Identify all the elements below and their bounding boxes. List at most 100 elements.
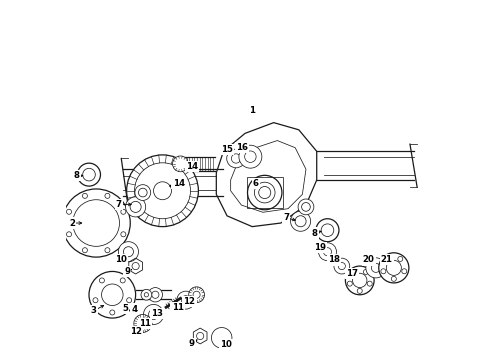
Text: 12: 12 [130, 327, 142, 336]
Circle shape [338, 262, 345, 270]
Text: 4: 4 [131, 305, 138, 314]
Circle shape [148, 288, 163, 302]
Text: 10: 10 [115, 255, 126, 264]
Text: 11: 11 [139, 319, 151, 328]
Circle shape [402, 269, 407, 274]
Circle shape [130, 201, 141, 212]
Circle shape [121, 232, 126, 237]
Circle shape [152, 291, 159, 298]
Circle shape [351, 269, 356, 274]
Circle shape [366, 258, 386, 278]
Circle shape [119, 242, 139, 262]
Circle shape [105, 193, 110, 198]
Circle shape [385, 256, 390, 261]
Text: 3: 3 [91, 306, 97, 315]
Circle shape [101, 284, 123, 306]
Circle shape [83, 168, 96, 181]
Circle shape [298, 199, 314, 215]
Circle shape [105, 248, 110, 253]
Circle shape [77, 163, 100, 186]
Circle shape [318, 243, 337, 261]
Text: 9: 9 [189, 339, 195, 348]
Circle shape [334, 258, 350, 274]
Circle shape [67, 209, 72, 214]
Circle shape [379, 253, 409, 283]
Circle shape [177, 291, 195, 309]
Circle shape [82, 193, 87, 198]
Text: 14: 14 [186, 162, 198, 171]
Circle shape [231, 154, 241, 163]
Circle shape [121, 209, 126, 214]
Circle shape [323, 248, 332, 256]
Circle shape [364, 269, 368, 274]
Circle shape [148, 310, 159, 319]
Circle shape [254, 182, 275, 203]
Text: 18: 18 [328, 256, 340, 265]
Text: 2: 2 [69, 219, 75, 228]
Circle shape [347, 281, 352, 286]
Text: 14: 14 [172, 179, 185, 188]
Text: 6: 6 [253, 179, 259, 188]
Circle shape [67, 232, 72, 237]
Circle shape [247, 175, 282, 210]
Circle shape [82, 248, 87, 253]
Circle shape [135, 185, 151, 201]
Circle shape [144, 293, 148, 297]
Circle shape [153, 182, 172, 200]
Text: 5: 5 [122, 304, 128, 313]
Circle shape [316, 219, 339, 242]
Circle shape [120, 278, 125, 283]
Circle shape [123, 247, 133, 257]
Circle shape [89, 271, 136, 318]
Circle shape [93, 298, 98, 303]
Circle shape [216, 332, 227, 343]
Circle shape [135, 163, 191, 219]
Circle shape [73, 200, 120, 246]
Text: 21: 21 [381, 255, 392, 264]
Circle shape [99, 278, 104, 283]
Circle shape [132, 262, 139, 270]
Circle shape [357, 288, 362, 293]
Circle shape [125, 197, 146, 217]
Circle shape [371, 264, 380, 273]
Circle shape [189, 287, 204, 303]
Circle shape [212, 328, 231, 347]
Text: 17: 17 [346, 269, 358, 278]
Text: 8: 8 [74, 171, 79, 180]
Text: 7: 7 [283, 213, 289, 222]
Circle shape [196, 332, 204, 339]
Text: 15: 15 [221, 145, 233, 154]
Circle shape [126, 155, 198, 226]
Circle shape [141, 289, 152, 300]
Circle shape [367, 281, 372, 286]
Circle shape [139, 188, 147, 197]
Circle shape [345, 266, 374, 295]
Circle shape [295, 216, 306, 227]
Text: 19: 19 [314, 243, 325, 252]
Text: 8: 8 [312, 229, 318, 238]
Circle shape [62, 189, 130, 257]
Circle shape [227, 149, 245, 168]
Text: 9: 9 [124, 267, 130, 276]
Text: 20: 20 [363, 256, 375, 265]
Circle shape [398, 256, 403, 261]
Text: 7: 7 [116, 200, 122, 209]
Circle shape [172, 156, 188, 172]
Circle shape [245, 151, 256, 162]
Circle shape [110, 310, 115, 315]
Circle shape [291, 211, 311, 231]
Circle shape [126, 298, 132, 303]
Text: 11: 11 [172, 303, 184, 312]
Circle shape [134, 315, 152, 332]
Text: 10: 10 [220, 341, 232, 350]
Circle shape [259, 186, 271, 199]
Text: 1: 1 [249, 105, 255, 114]
Circle shape [144, 305, 164, 324]
Circle shape [381, 269, 386, 274]
Circle shape [139, 319, 147, 328]
Circle shape [239, 145, 262, 168]
Text: 16: 16 [236, 143, 248, 152]
Circle shape [193, 291, 200, 298]
Text: 13: 13 [151, 309, 163, 318]
Text: 12: 12 [183, 297, 196, 306]
